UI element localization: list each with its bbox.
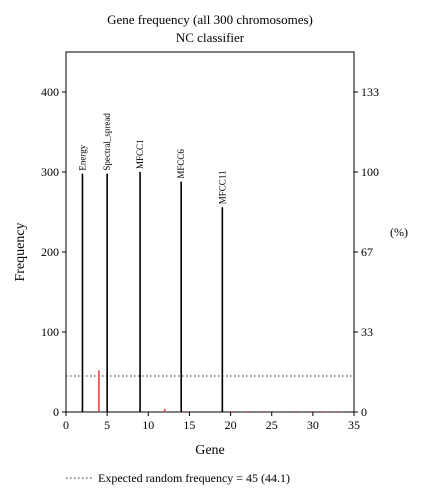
x-tick-label: 20 <box>225 418 237 432</box>
y-tick-label: 100 <box>41 325 59 339</box>
gene-label: Energy <box>77 144 87 170</box>
x-tick-label: 5 <box>104 418 110 432</box>
x-tick-label: 0 <box>63 418 69 432</box>
y-tick-label: 0 <box>53 405 59 419</box>
y2-tick-label: 133 <box>361 85 379 99</box>
gene-label: MFCC11 <box>217 171 227 205</box>
y-axis-label: Frequency <box>13 222 28 281</box>
plot-frame <box>65 51 355 413</box>
chart-subtitle: NC classifier <box>176 30 245 45</box>
gene-label: MFCC6 <box>176 149 186 179</box>
y-tick-label: 200 <box>41 245 59 259</box>
gene-label: Spectral_spread <box>102 113 112 171</box>
x-tick-label: 25 <box>266 418 278 432</box>
y-tick-label: 400 <box>41 85 59 99</box>
y2-tick-label: 67 <box>361 245 373 259</box>
legend-label: Expected random frequency = 45 (44.1) <box>98 471 290 485</box>
y2-tick-label: 33 <box>361 325 373 339</box>
y2-axis-label: (%) <box>390 225 408 239</box>
x-tick-label: 35 <box>348 418 360 432</box>
x-tick-label: 30 <box>307 418 319 432</box>
x-tick-label: 15 <box>183 418 195 432</box>
y2-tick-label: 0 <box>361 405 367 419</box>
y2-tick-label: 100 <box>361 165 379 179</box>
plot-area: 0 5 10 15 20 25 30 35010020030040003367100133En… <box>41 51 379 432</box>
gene-label: MFCC1 <box>135 139 145 169</box>
y-tick-label: 300 <box>41 165 59 179</box>
chart-title: Gene frequency (all 300 chromosomes) <box>107 12 313 27</box>
x-axis-label: Gene <box>195 443 225 458</box>
x-tick-label: 10 <box>142 418 154 432</box>
